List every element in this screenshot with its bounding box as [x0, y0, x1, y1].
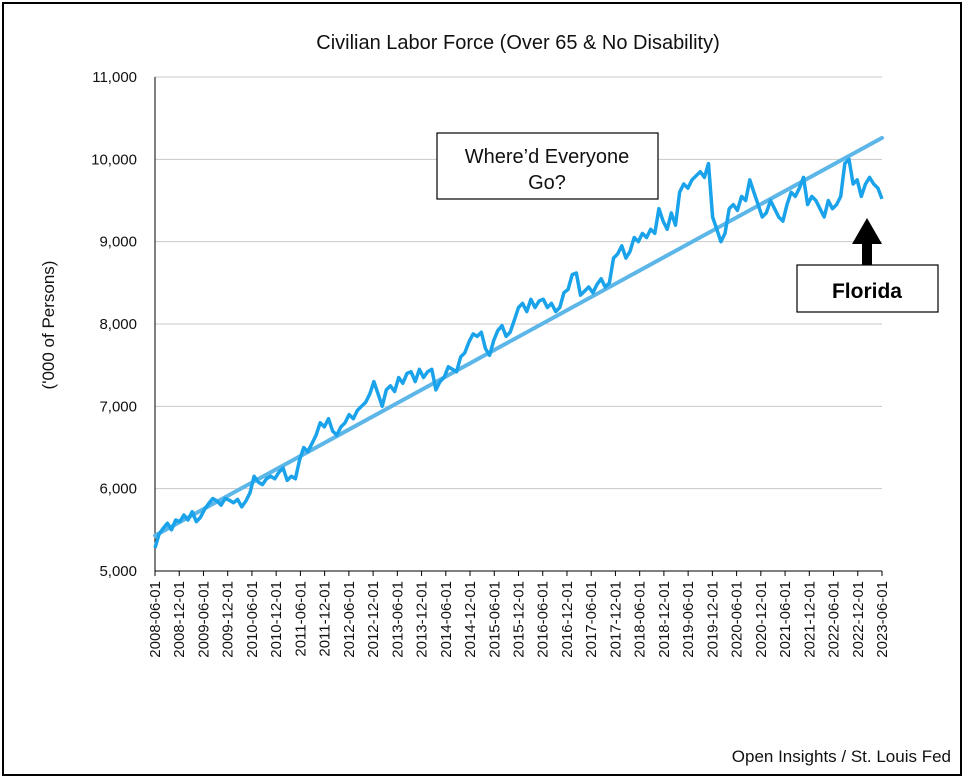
- x-tick-label: 2010-06-01: [244, 581, 261, 658]
- y-tick-label: 9,000: [99, 234, 137, 251]
- x-tick-label: 2015-06-01: [486, 581, 503, 658]
- x-tick-label: 2022-06-01: [826, 581, 843, 658]
- x-tick-label: 2012-12-01: [365, 581, 382, 658]
- y-tick-label: 6,000: [99, 481, 137, 498]
- x-tick-label: 2019-12-01: [704, 581, 721, 658]
- x-tick-label: 2021-06-01: [777, 581, 794, 658]
- x-tick-label: 2013-06-01: [389, 581, 406, 658]
- y-tick-label: 7,000: [99, 398, 137, 415]
- x-tick-label: 2019-06-01: [680, 581, 697, 658]
- x-tick-label: 2020-12-01: [753, 581, 770, 658]
- x-tick-label: 2018-06-01: [632, 581, 649, 658]
- x-tick-label: 2008-06-01: [147, 581, 164, 658]
- y-axis-label: ('000 of Persons): [39, 261, 58, 390]
- annotation-question-line2: Go?: [528, 172, 566, 194]
- source-credit: Open Insights / St. Louis Fed: [732, 747, 951, 766]
- y-tick-label: 8,000: [99, 316, 137, 333]
- x-tick-label: 2020-06-01: [729, 581, 746, 658]
- y-tick-label: 10,000: [91, 151, 137, 168]
- up-arrow-icon: [852, 218, 882, 265]
- x-tick-label: 2011-12-01: [317, 581, 334, 657]
- x-tick-label: 2013-12-01: [414, 581, 431, 658]
- x-tick-label: 2014-12-01: [462, 581, 479, 658]
- x-tick-label: 2012-06-01: [341, 581, 358, 658]
- x-tick-label: 2017-12-01: [607, 581, 624, 658]
- x-tick-label: 2015-12-01: [511, 581, 528, 658]
- chart-title: Civilian Labor Force (Over 65 & No Disab…: [316, 32, 719, 54]
- x-tick-label: 2010-12-01: [268, 581, 285, 658]
- x-tick-label: 2014-06-01: [438, 581, 455, 658]
- x-axis-ticks: 2008-06-01 2008-12-01 2009-06-01 2009-12-01…: [147, 571, 891, 658]
- x-tick-label: 2018-12-01: [656, 581, 673, 658]
- x-tick-label: 2023-06-01: [874, 581, 891, 658]
- x-tick-label: 2009-12-01: [220, 581, 237, 658]
- x-tick-label: 2016-12-01: [559, 581, 576, 658]
- series-line-labor-force: [153, 157, 884, 549]
- trend-line: [153, 135, 884, 538]
- annotation-box-question: [436, 132, 659, 200]
- x-tick-label: 2016-06-01: [535, 581, 552, 658]
- annotation-question-line1: Where’d Everyone: [465, 146, 630, 168]
- annotation-box-florida: [796, 264, 939, 313]
- y-tick-label: 11,000: [92, 69, 137, 86]
- x-tick-label: 2017-06-01: [583, 581, 600, 658]
- x-tick-label: 2009-06-01: [195, 581, 212, 658]
- y-tick-label: 5,000: [99, 563, 137, 580]
- y-axis-ticks: 5,000 6,000 7,000 8,000 9,000 10,000 11,000: [91, 69, 137, 580]
- x-tick-label: 2021-12-01: [801, 581, 818, 658]
- x-tick-label: 2022-12-01: [850, 581, 867, 658]
- annotation-florida: Florida: [832, 280, 902, 303]
- x-tick-label: 2008-12-01: [171, 581, 188, 658]
- x-tick-label: 2011-06-01: [292, 581, 309, 657]
